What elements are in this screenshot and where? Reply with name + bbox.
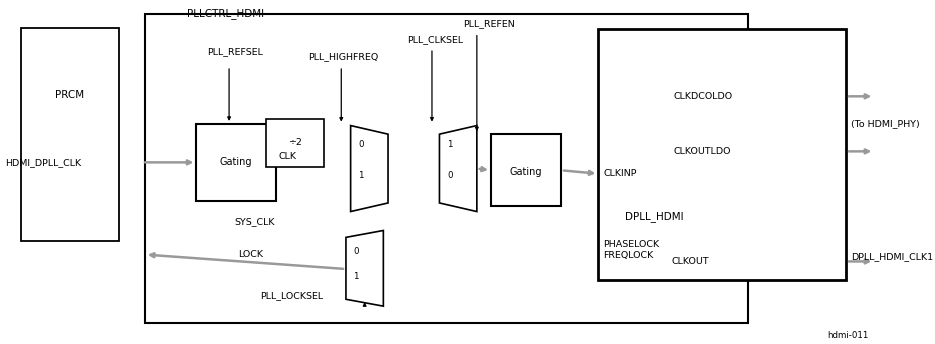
Bar xyxy=(598,29,846,280)
Text: DPLL_HDMI_CLK1: DPLL_HDMI_CLK1 xyxy=(851,252,933,261)
Text: Gating: Gating xyxy=(220,157,252,168)
Text: 0: 0 xyxy=(353,247,359,256)
Text: ÷2: ÷2 xyxy=(289,138,302,147)
Text: PLL_LOCKSEL: PLL_LOCKSEL xyxy=(260,291,324,300)
Text: CLKINP: CLKINP xyxy=(603,169,637,178)
Text: DPLL_HDMI: DPLL_HDMI xyxy=(626,211,683,222)
Bar xyxy=(145,14,748,323)
Bar xyxy=(491,134,561,206)
Text: SYS_CLK: SYS_CLK xyxy=(234,217,275,226)
Text: CLK: CLK xyxy=(279,152,296,161)
Text: 1: 1 xyxy=(358,171,364,180)
Polygon shape xyxy=(351,126,388,212)
Text: PLL_CLKSEL: PLL_CLKSEL xyxy=(407,35,463,44)
Text: hdmi-011: hdmi-011 xyxy=(827,331,869,340)
Text: PLL_HIGHFREQ: PLL_HIGHFREQ xyxy=(309,52,379,61)
Text: PLL_REFEN: PLL_REFEN xyxy=(463,20,514,29)
Text: 1: 1 xyxy=(353,272,359,281)
Text: Gating: Gating xyxy=(510,167,541,177)
Text: PRCM: PRCM xyxy=(54,89,84,100)
Polygon shape xyxy=(439,126,477,212)
Text: CLKOUTLDO: CLKOUTLDO xyxy=(673,147,730,156)
Text: PHASELOCK: PHASELOCK xyxy=(603,240,659,249)
Polygon shape xyxy=(346,230,383,306)
Text: CLKDCOLDO: CLKDCOLDO xyxy=(673,92,732,101)
Bar xyxy=(266,119,324,167)
Text: 1: 1 xyxy=(447,140,453,149)
Text: 0: 0 xyxy=(358,140,364,149)
Text: HDMI_DPLL_CLK: HDMI_DPLL_CLK xyxy=(5,158,80,167)
Bar xyxy=(196,124,276,201)
Bar xyxy=(21,28,119,241)
Text: PLLCTRL_HDMI: PLLCTRL_HDMI xyxy=(187,8,264,19)
Text: CLKOUT: CLKOUT xyxy=(671,257,709,266)
Text: (To HDMI_PHY): (To HDMI_PHY) xyxy=(851,119,920,128)
Text: LOCK: LOCK xyxy=(238,250,264,259)
Text: PLL_REFSEL: PLL_REFSEL xyxy=(208,47,264,56)
Text: 0: 0 xyxy=(447,171,453,180)
Text: FREQLOCK: FREQLOCK xyxy=(603,251,654,260)
